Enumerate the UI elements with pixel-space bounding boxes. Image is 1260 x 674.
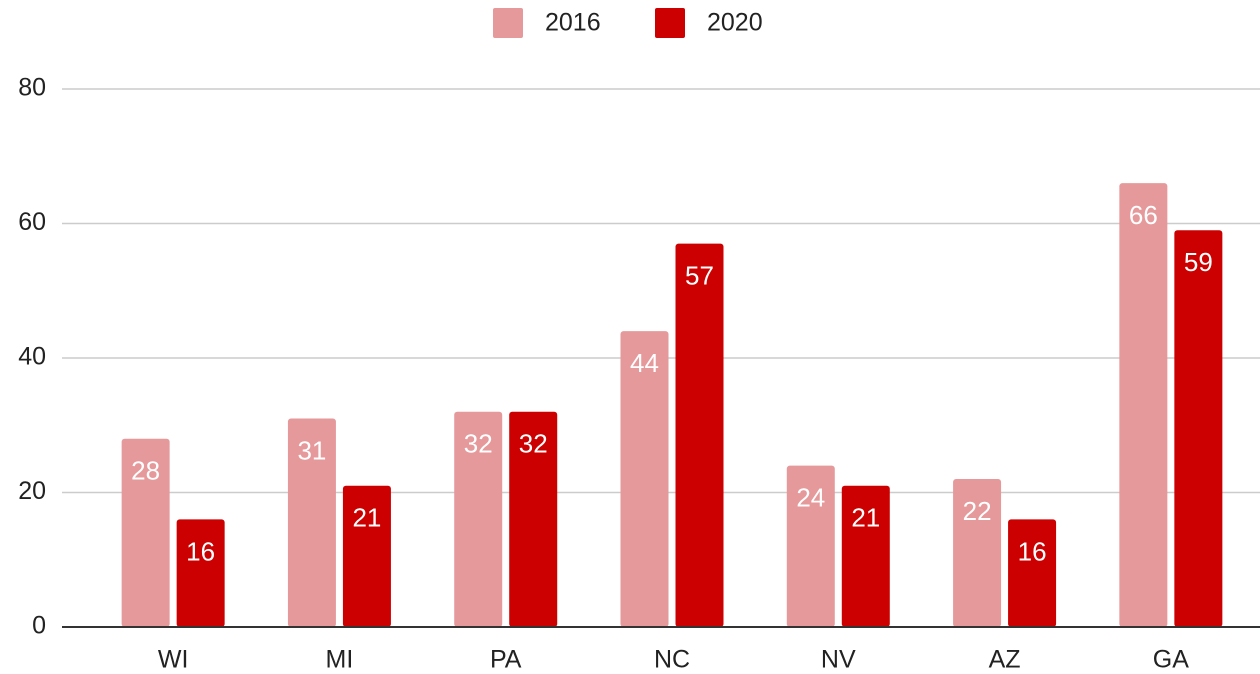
value-label: 16 bbox=[1018, 536, 1047, 566]
bar bbox=[121, 438, 170, 627]
y-tick-label: 80 bbox=[18, 74, 46, 102]
x-tick-label: WI bbox=[158, 646, 189, 674]
y-tick-label: 20 bbox=[18, 477, 46, 505]
value-label: 44 bbox=[630, 348, 659, 378]
value-label: 32 bbox=[464, 429, 493, 459]
bar bbox=[287, 418, 336, 627]
value-label: 59 bbox=[1184, 247, 1213, 277]
y-tick-label: 60 bbox=[18, 208, 46, 236]
x-tick-label: AZ bbox=[989, 646, 1021, 674]
legend-label: 2020 bbox=[707, 9, 763, 37]
bar bbox=[953, 479, 1002, 627]
bar bbox=[841, 485, 890, 627]
y-tick-label: 0 bbox=[32, 612, 46, 640]
bar bbox=[620, 331, 669, 627]
value-label: 32 bbox=[519, 429, 548, 459]
bar bbox=[786, 465, 835, 627]
value-label: 57 bbox=[685, 261, 714, 291]
bar bbox=[675, 243, 724, 628]
value-label: 66 bbox=[1129, 200, 1158, 230]
x-tick-label: GA bbox=[1153, 646, 1189, 674]
value-label: 31 bbox=[297, 435, 326, 465]
bar bbox=[1008, 519, 1057, 627]
legend-swatch bbox=[493, 8, 523, 38]
value-label: 24 bbox=[796, 482, 825, 512]
bar bbox=[1119, 183, 1168, 627]
value-label: 21 bbox=[352, 503, 381, 533]
bar bbox=[176, 519, 225, 627]
value-label: 22 bbox=[963, 496, 992, 526]
value-label: 28 bbox=[131, 456, 160, 486]
y-tick-label: 40 bbox=[18, 343, 46, 371]
value-label: 21 bbox=[851, 503, 880, 533]
x-tick-label: NV bbox=[821, 646, 856, 674]
bar bbox=[454, 411, 503, 627]
bar bbox=[1174, 230, 1223, 627]
legend-label: 2016 bbox=[545, 9, 601, 37]
bar bbox=[509, 411, 558, 627]
x-tick-label: NC bbox=[654, 646, 690, 674]
bar bbox=[342, 485, 391, 627]
x-tick-label: MI bbox=[326, 646, 354, 674]
x-tick-label: PA bbox=[490, 646, 522, 674]
legend-swatch bbox=[655, 8, 685, 38]
value-label: 16 bbox=[186, 536, 215, 566]
